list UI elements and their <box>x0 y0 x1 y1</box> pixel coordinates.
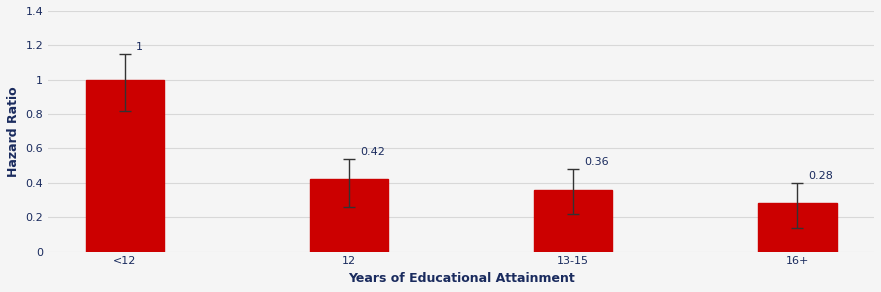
Text: 0.28: 0.28 <box>809 171 833 181</box>
Y-axis label: Hazard Ratio: Hazard Ratio <box>7 86 20 177</box>
Bar <box>310 179 389 252</box>
Bar <box>534 190 612 252</box>
Text: 1: 1 <box>136 42 143 52</box>
Text: 0.42: 0.42 <box>360 147 385 157</box>
Text: 0.36: 0.36 <box>584 157 609 167</box>
X-axis label: Years of Educational Attainment: Years of Educational Attainment <box>348 272 574 285</box>
Bar <box>758 204 837 252</box>
Bar <box>85 80 164 252</box>
